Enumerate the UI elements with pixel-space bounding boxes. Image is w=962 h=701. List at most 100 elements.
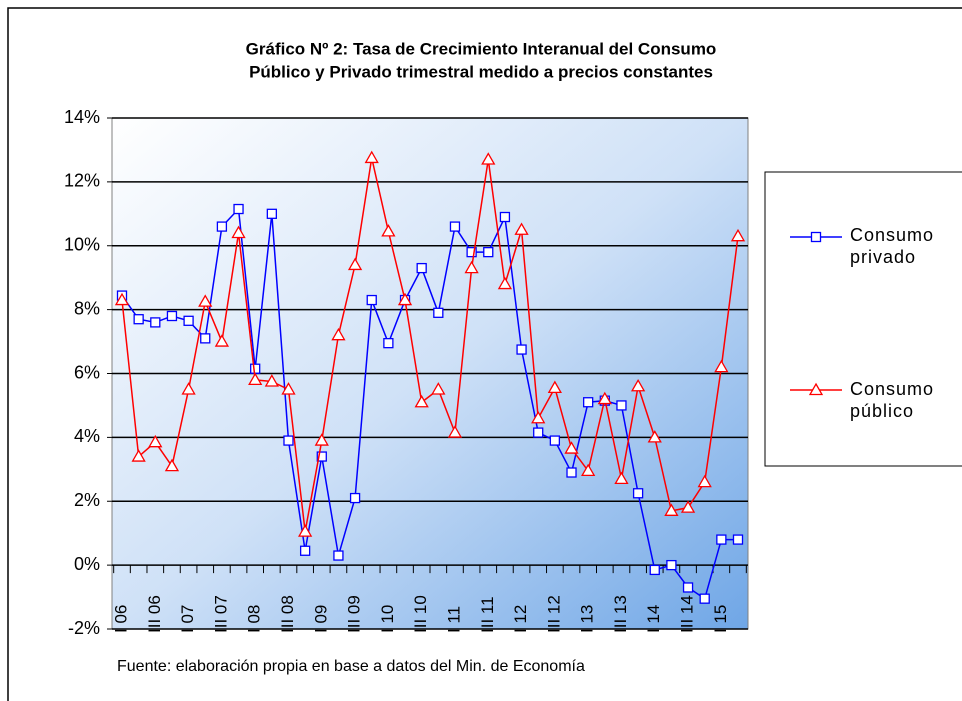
marker (499, 211, 511, 223)
marker (497, 276, 513, 290)
x-tick-label: I 06 (111, 605, 130, 633)
marker (566, 467, 577, 478)
marker (630, 378, 646, 392)
marker (632, 488, 644, 499)
marker (299, 545, 311, 556)
x-tick-label: I 10 (378, 605, 397, 633)
marker (214, 334, 230, 347)
marker (347, 257, 363, 271)
marker (397, 292, 413, 306)
marker (281, 382, 296, 395)
x-tick-label: III 13 (611, 595, 630, 633)
frame (7, 7, 962, 701)
series-line (121, 157, 739, 532)
marker (283, 435, 294, 446)
marker (666, 559, 677, 571)
marker (714, 359, 729, 373)
legend-marker (810, 231, 822, 243)
marker (483, 246, 494, 258)
marker (716, 534, 727, 545)
y-tick-label: 0% (74, 554, 100, 574)
y-tick-label: 6% (74, 362, 100, 382)
marker (364, 150, 379, 164)
marker (664, 503, 679, 516)
marker (114, 292, 130, 306)
marker (614, 471, 629, 485)
x-tick-label: I 08 (245, 605, 264, 633)
marker (649, 564, 660, 576)
legend-label: Consumo privado (850, 225, 935, 267)
marker (250, 363, 261, 374)
marker (416, 262, 427, 274)
marker (314, 433, 329, 446)
x-tick-label: I 11 (444, 606, 463, 633)
marker (264, 374, 279, 387)
y-tick-label: 10% (64, 235, 100, 255)
marker (447, 425, 463, 438)
marker (647, 430, 662, 443)
marker (732, 534, 744, 545)
marker (531, 410, 546, 424)
marker (133, 314, 144, 325)
y-tick-label: 8% (74, 298, 100, 318)
chart-title: Gráfico Nº 2: Tasa de Crecimiento Intera… (246, 39, 717, 58)
marker (431, 382, 446, 395)
marker (166, 310, 178, 322)
marker (198, 294, 213, 307)
marker (514, 222, 529, 235)
x-tick-label: I 14 (644, 605, 663, 633)
marker (381, 224, 396, 237)
y-tick-label: 2% (74, 490, 100, 510)
legend-label: Consumo público (850, 379, 935, 421)
x-tick-label: I 07 (178, 605, 197, 633)
y-tick-label: 4% (74, 426, 100, 446)
marker (298, 524, 313, 537)
x-tick-label: III 11 (478, 596, 497, 633)
y-tick-label: 14% (64, 107, 100, 127)
marker (682, 582, 694, 593)
marker (730, 228, 746, 242)
x-tick-label: III 12 (544, 595, 563, 633)
marker (181, 382, 196, 395)
marker (433, 307, 444, 318)
marker (697, 474, 712, 488)
marker (200, 333, 211, 344)
marker (680, 500, 696, 513)
marker (481, 152, 496, 165)
legend-box (764, 171, 962, 467)
x-tick-label: III 10 (411, 595, 430, 633)
marker (183, 315, 194, 326)
marker (616, 400, 627, 411)
marker (216, 221, 228, 232)
marker (383, 338, 394, 349)
chart-title: Público y Privado trimestral medido a pr… (249, 62, 713, 81)
marker (131, 449, 146, 462)
marker (516, 344, 527, 355)
marker (164, 458, 180, 472)
marker (583, 397, 594, 408)
marker (233, 203, 244, 215)
marker (331, 327, 346, 341)
marker (547, 380, 562, 394)
marker (699, 593, 710, 604)
marker (231, 225, 246, 239)
marker (150, 317, 161, 328)
marker (464, 260, 479, 274)
source-note: Fuente: elaboración propia en base a dat… (117, 658, 585, 675)
marker (449, 221, 461, 232)
marker (266, 208, 277, 219)
marker (581, 463, 596, 477)
x-tick-label: III 06 (145, 595, 164, 633)
marker (349, 492, 361, 504)
x-tick-label: I 13 (578, 605, 597, 633)
marker (533, 427, 544, 438)
marker (366, 294, 377, 306)
marker (148, 434, 163, 448)
x-tick-label: III 09 (345, 595, 364, 633)
marker (333, 550, 344, 561)
marker (414, 394, 429, 408)
x-tick-label: I 12 (511, 605, 530, 633)
x-tick-label: III 08 (278, 595, 297, 633)
